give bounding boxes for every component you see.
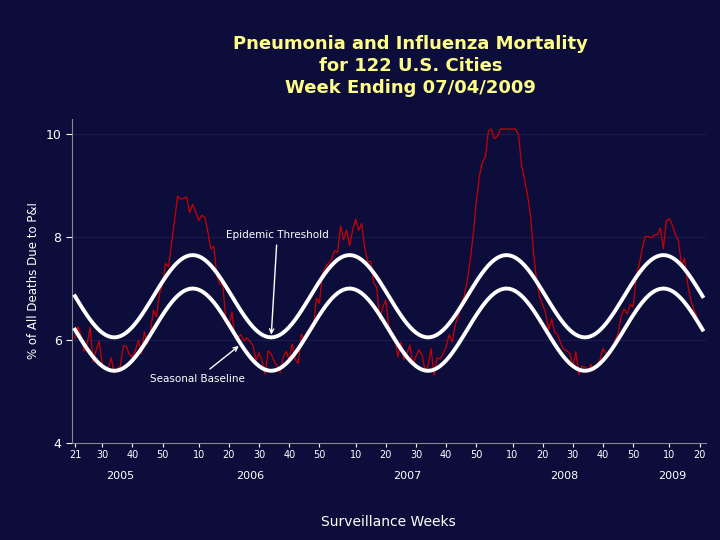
Text: Seasonal Baseline: Seasonal Baseline [150,347,246,383]
Text: Epidemic Threshold: Epidemic Threshold [226,230,328,333]
Text: 2009: 2009 [658,471,687,481]
Text: 2008: 2008 [549,471,578,481]
Text: 2007: 2007 [393,471,421,481]
Text: 2006: 2006 [236,471,264,481]
Y-axis label: % of All Deaths Due to P&I: % of All Deaths Due to P&I [27,202,40,359]
Text: Surveillance Weeks: Surveillance Weeks [321,515,456,529]
Text: 2005: 2005 [107,471,135,481]
Text: Pneumonia and Influenza Mortality
for 122 U.S. Cities
Week Ending 07/04/2009: Pneumonia and Influenza Mortality for 12… [233,35,588,97]
